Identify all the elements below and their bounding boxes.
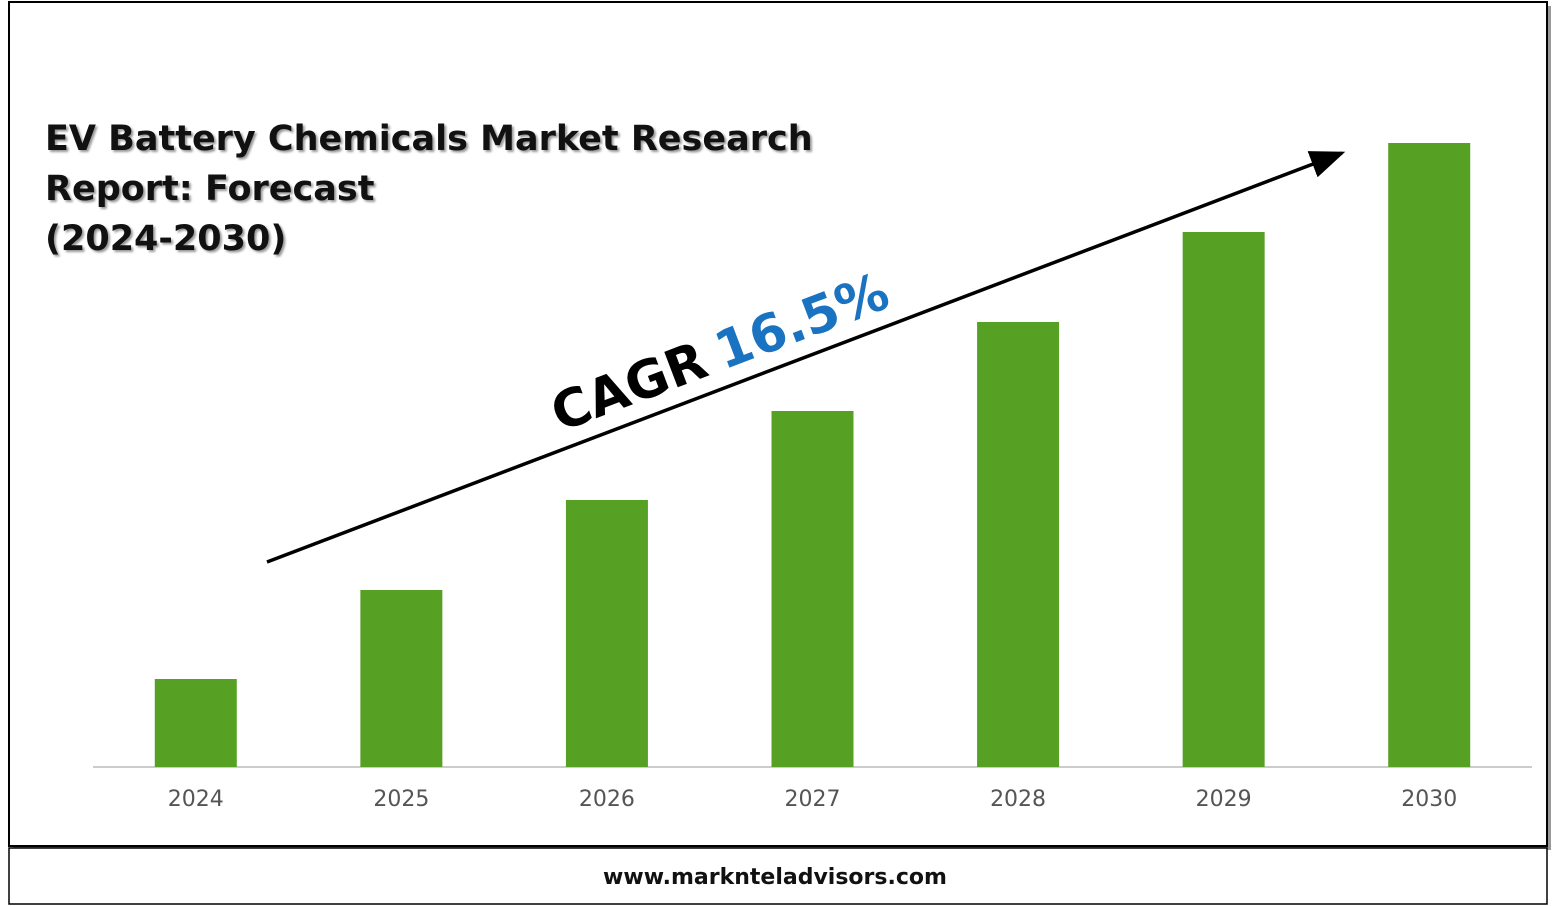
chart-title: (2024-2030) [45, 219, 286, 259]
x-tick-label: 2030 [1401, 787, 1457, 812]
bar [565, 500, 648, 767]
x-tick-label: 2024 [168, 787, 224, 812]
bar [360, 590, 443, 767]
x-tick-label: 2028 [990, 787, 1046, 812]
x-tick-label: 2026 [579, 787, 635, 812]
footer-band [8, 847, 1548, 905]
trend-arrow [266, 151, 1346, 564]
x-tick-label: 2027 [785, 787, 841, 812]
chart-title: EV Battery Chemicals Market Research [45, 119, 813, 159]
x-tick-label: 2029 [1196, 787, 1252, 812]
bar [771, 411, 854, 767]
x-tick-label: 2025 [373, 787, 429, 812]
bar [977, 322, 1060, 767]
bar [1388, 143, 1471, 767]
footer: www.marknteladvisors.com [603, 865, 947, 890]
chart-title: Report: Forecast [45, 169, 374, 209]
bar [1182, 232, 1265, 767]
bar [154, 679, 237, 767]
